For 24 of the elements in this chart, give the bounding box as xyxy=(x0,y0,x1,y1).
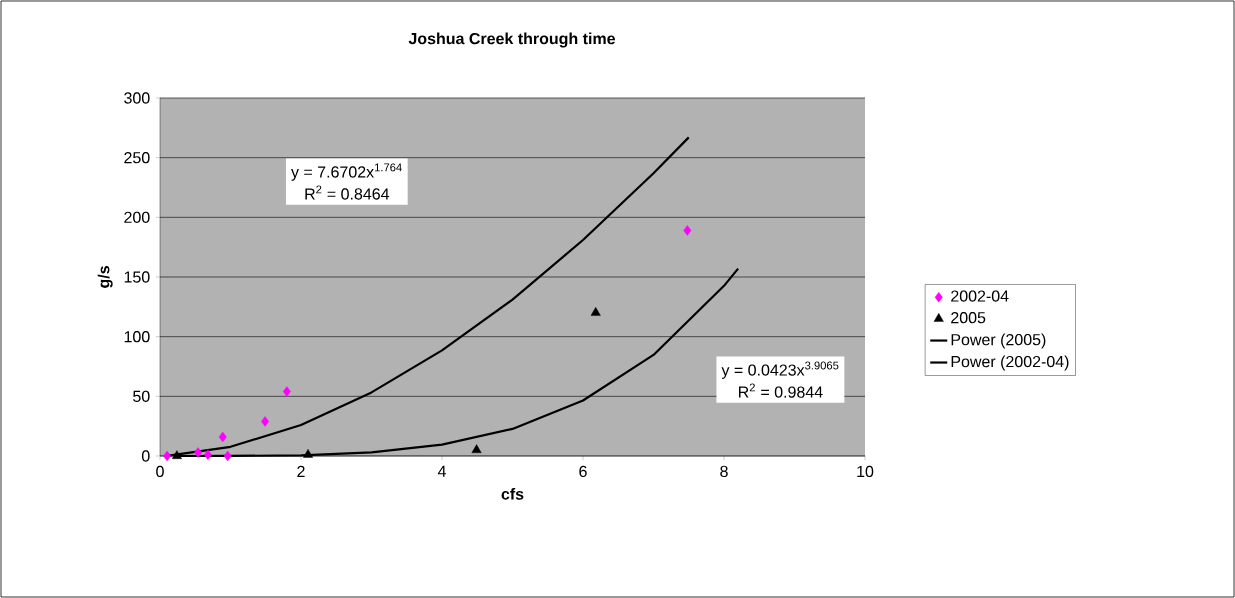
x-tick-label: 10 xyxy=(857,465,874,478)
y-axis-title: g/s xyxy=(97,266,113,288)
y-tick-label: 100 xyxy=(124,331,150,343)
y-tick-label: 0 xyxy=(141,450,150,462)
y-tick-label: 50 xyxy=(133,390,150,402)
y-tick-label: 150 xyxy=(124,271,150,283)
legend-label: Power (2002-04) xyxy=(951,355,1069,371)
x-tick-label: 2 xyxy=(297,465,305,477)
chart-title: Joshua Creek through time xyxy=(408,32,616,48)
y-tick-label: 300 xyxy=(124,92,150,104)
y-tick-label: 200 xyxy=(124,211,150,223)
legend-label: 2005 xyxy=(951,311,986,324)
x-axis-title: cfs xyxy=(501,487,524,500)
legend-label: Power (2005) xyxy=(951,333,1046,349)
annotation: y = 0.0423x$^{3.9065}$ xyxy=(721,361,839,379)
x-tick-label: 4 xyxy=(437,465,446,477)
annotation: R$^{2}$ = 0.9844 xyxy=(738,383,823,398)
y-tick-label: 250 xyxy=(124,152,150,164)
annotation: R$^{2}$ = 0.8464 xyxy=(305,185,390,200)
x-tick-label: 0 xyxy=(156,465,164,478)
legend-label: 2002-04 xyxy=(951,290,1009,302)
x-tick-label: 8 xyxy=(720,465,728,478)
annotation: y = 7.6702x$^{1.764}$ xyxy=(291,163,402,181)
x-tick-label: 6 xyxy=(579,465,587,478)
